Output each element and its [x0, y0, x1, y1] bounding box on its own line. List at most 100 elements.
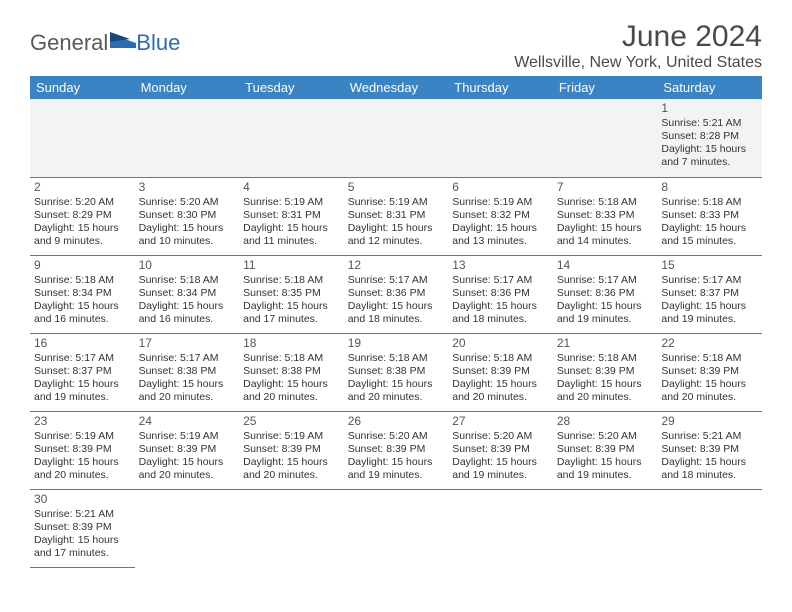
daylight-text: Daylight: 15 hours	[243, 300, 340, 313]
daylight-text: and 19 minutes.	[557, 469, 654, 482]
calendar-cell: 9Sunrise: 5:18 AMSunset: 8:34 PMDaylight…	[30, 255, 135, 333]
sunset-text: Sunset: 8:29 PM	[34, 209, 131, 222]
daylight-text: Daylight: 15 hours	[348, 300, 445, 313]
day-number: 29	[661, 414, 758, 429]
calendar-cell	[344, 489, 449, 567]
daylight-text: and 20 minutes.	[139, 469, 236, 482]
day-header: Wednesday	[344, 76, 449, 99]
calendar-cell: 8Sunrise: 5:18 AMSunset: 8:33 PMDaylight…	[657, 177, 762, 255]
daylight-text: and 18 minutes.	[452, 313, 549, 326]
calendar-table: Sunday Monday Tuesday Wednesday Thursday…	[30, 76, 762, 568]
logo-flag-icon	[110, 32, 136, 53]
daylight-text: and 20 minutes.	[452, 391, 549, 404]
calendar-cell: 14Sunrise: 5:17 AMSunset: 8:36 PMDayligh…	[553, 255, 658, 333]
daylight-text: Daylight: 15 hours	[661, 143, 758, 156]
day-number: 12	[348, 258, 445, 273]
sunrise-text: Sunrise: 5:18 AM	[557, 352, 654, 365]
daylight-text: Daylight: 15 hours	[452, 456, 549, 469]
sunset-text: Sunset: 8:39 PM	[661, 443, 758, 456]
day-header: Thursday	[448, 76, 553, 99]
sunrise-text: Sunrise: 5:21 AM	[661, 430, 758, 443]
sunrise-text: Sunrise: 5:18 AM	[348, 352, 445, 365]
daylight-text: and 20 minutes.	[139, 391, 236, 404]
calendar-cell: 16Sunrise: 5:17 AMSunset: 8:37 PMDayligh…	[30, 333, 135, 411]
calendar-cell	[344, 99, 449, 177]
sunrise-text: Sunrise: 5:21 AM	[34, 508, 131, 521]
sunset-text: Sunset: 8:36 PM	[452, 287, 549, 300]
sunset-text: Sunset: 8:39 PM	[557, 365, 654, 378]
sunset-text: Sunset: 8:39 PM	[243, 443, 340, 456]
calendar-cell: 2Sunrise: 5:20 AMSunset: 8:29 PMDaylight…	[30, 177, 135, 255]
sunset-text: Sunset: 8:33 PM	[557, 209, 654, 222]
day-number: 19	[348, 336, 445, 351]
daylight-text: and 16 minutes.	[34, 313, 131, 326]
day-number: 30	[34, 492, 131, 507]
sunrise-text: Sunrise: 5:20 AM	[34, 196, 131, 209]
sunrise-text: Sunrise: 5:17 AM	[452, 274, 549, 287]
calendar-cell: 29Sunrise: 5:21 AMSunset: 8:39 PMDayligh…	[657, 411, 762, 489]
sunrise-text: Sunrise: 5:20 AM	[139, 196, 236, 209]
day-number: 3	[139, 180, 236, 195]
calendar-cell: 17Sunrise: 5:17 AMSunset: 8:38 PMDayligh…	[135, 333, 240, 411]
sunrise-text: Sunrise: 5:17 AM	[348, 274, 445, 287]
daylight-text: Daylight: 15 hours	[661, 300, 758, 313]
day-number: 1	[661, 101, 758, 116]
day-number: 8	[661, 180, 758, 195]
calendar-cell: 22Sunrise: 5:18 AMSunset: 8:39 PMDayligh…	[657, 333, 762, 411]
day-number: 15	[661, 258, 758, 273]
sunset-text: Sunset: 8:32 PM	[452, 209, 549, 222]
sunrise-text: Sunrise: 5:19 AM	[243, 430, 340, 443]
daylight-text: Daylight: 15 hours	[348, 378, 445, 391]
calendar-cell: 18Sunrise: 5:18 AMSunset: 8:38 PMDayligh…	[239, 333, 344, 411]
sunrise-text: Sunrise: 5:20 AM	[452, 430, 549, 443]
calendar-cell: 25Sunrise: 5:19 AMSunset: 8:39 PMDayligh…	[239, 411, 344, 489]
day-number: 25	[243, 414, 340, 429]
day-number: 18	[243, 336, 340, 351]
sunrise-text: Sunrise: 5:17 AM	[557, 274, 654, 287]
sunrise-text: Sunrise: 5:18 AM	[661, 352, 758, 365]
day-number: 27	[452, 414, 549, 429]
daylight-text: Daylight: 15 hours	[34, 378, 131, 391]
sunset-text: Sunset: 8:38 PM	[348, 365, 445, 378]
daylight-text: and 13 minutes.	[452, 235, 549, 248]
sunset-text: Sunset: 8:37 PM	[34, 365, 131, 378]
daylight-text: Daylight: 15 hours	[34, 534, 131, 547]
daylight-text: and 17 minutes.	[243, 313, 340, 326]
calendar-cell	[553, 99, 658, 177]
calendar-cell: 20Sunrise: 5:18 AMSunset: 8:39 PMDayligh…	[448, 333, 553, 411]
day-number: 11	[243, 258, 340, 273]
sunset-text: Sunset: 8:28 PM	[661, 130, 758, 143]
calendar-cell	[30, 99, 135, 177]
calendar-week-row: 30Sunrise: 5:21 AMSunset: 8:39 PMDayligh…	[30, 489, 762, 567]
month-title: June 2024	[514, 20, 762, 54]
sunset-text: Sunset: 8:34 PM	[139, 287, 236, 300]
sunset-text: Sunset: 8:39 PM	[348, 443, 445, 456]
daylight-text: Daylight: 15 hours	[139, 222, 236, 235]
daylight-text: and 14 minutes.	[557, 235, 654, 248]
daylight-text: Daylight: 15 hours	[661, 222, 758, 235]
logo-text-general: General	[30, 30, 108, 56]
calendar-week-row: 2Sunrise: 5:20 AMSunset: 8:29 PMDaylight…	[30, 177, 762, 255]
day-header: Monday	[135, 76, 240, 99]
calendar-cell	[553, 489, 658, 567]
sunset-text: Sunset: 8:39 PM	[34, 443, 131, 456]
calendar-cell: 6Sunrise: 5:19 AMSunset: 8:32 PMDaylight…	[448, 177, 553, 255]
day-header: Tuesday	[239, 76, 344, 99]
daylight-text: and 19 minutes.	[557, 313, 654, 326]
day-number: 22	[661, 336, 758, 351]
sunrise-text: Sunrise: 5:17 AM	[661, 274, 758, 287]
sunrise-text: Sunrise: 5:19 AM	[34, 430, 131, 443]
daylight-text: Daylight: 15 hours	[139, 378, 236, 391]
sunrise-text: Sunrise: 5:19 AM	[243, 196, 340, 209]
daylight-text: Daylight: 15 hours	[34, 456, 131, 469]
daylight-text: and 18 minutes.	[348, 313, 445, 326]
daylight-text: and 15 minutes.	[661, 235, 758, 248]
sunrise-text: Sunrise: 5:19 AM	[139, 430, 236, 443]
daylight-text: Daylight: 15 hours	[243, 222, 340, 235]
sunset-text: Sunset: 8:36 PM	[348, 287, 445, 300]
sunrise-text: Sunrise: 5:20 AM	[348, 430, 445, 443]
calendar-cell: 4Sunrise: 5:19 AMSunset: 8:31 PMDaylight…	[239, 177, 344, 255]
calendar-cell: 7Sunrise: 5:18 AMSunset: 8:33 PMDaylight…	[553, 177, 658, 255]
day-number: 4	[243, 180, 340, 195]
calendar-cell	[239, 99, 344, 177]
